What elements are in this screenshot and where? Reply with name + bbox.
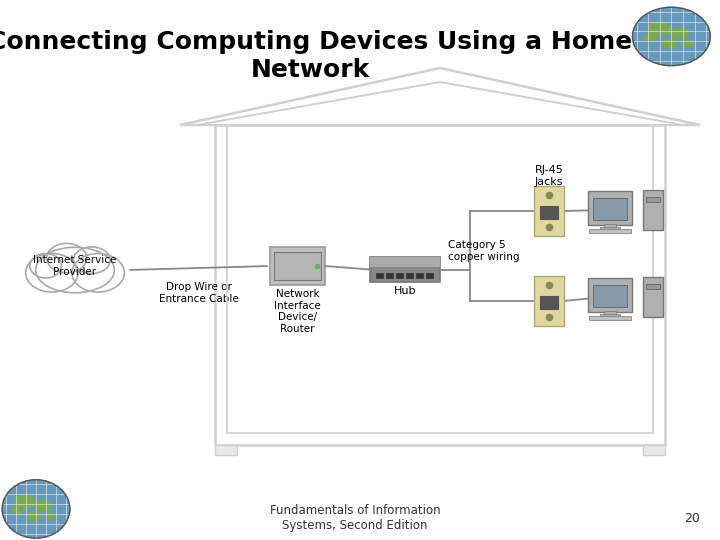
FancyBboxPatch shape [376, 273, 383, 278]
FancyBboxPatch shape [540, 296, 558, 309]
FancyBboxPatch shape [604, 311, 616, 315]
FancyBboxPatch shape [540, 206, 558, 219]
FancyBboxPatch shape [593, 285, 627, 307]
Ellipse shape [662, 39, 678, 48]
FancyBboxPatch shape [600, 314, 620, 317]
Ellipse shape [12, 507, 24, 514]
FancyBboxPatch shape [643, 190, 663, 230]
Ellipse shape [45, 514, 55, 519]
Text: Network
Interface
Device/
Router: Network Interface Device/ Router [274, 289, 321, 334]
FancyBboxPatch shape [370, 257, 440, 282]
Ellipse shape [682, 41, 694, 47]
FancyBboxPatch shape [416, 273, 423, 278]
Ellipse shape [26, 254, 78, 292]
FancyBboxPatch shape [589, 229, 631, 233]
FancyBboxPatch shape [270, 247, 325, 285]
FancyBboxPatch shape [646, 197, 660, 202]
FancyBboxPatch shape [643, 277, 663, 317]
Text: Drop Wire or
Entrance Cable: Drop Wire or Entrance Cable [159, 282, 238, 303]
FancyBboxPatch shape [588, 278, 632, 312]
Text: Connecting Computing Devices Using a Home
Network: Connecting Computing Devices Using a Hom… [0, 30, 632, 82]
FancyBboxPatch shape [588, 191, 632, 225]
FancyBboxPatch shape [426, 273, 433, 278]
Circle shape [2, 480, 70, 538]
Ellipse shape [35, 247, 114, 293]
Text: Fundamentals of Information
Systems, Second Edition: Fundamentals of Information Systems, Sec… [270, 504, 441, 532]
FancyBboxPatch shape [604, 224, 616, 228]
Ellipse shape [28, 512, 41, 521]
FancyBboxPatch shape [646, 284, 660, 289]
Ellipse shape [15, 495, 35, 508]
Polygon shape [197, 82, 683, 125]
FancyBboxPatch shape [396, 273, 403, 278]
FancyBboxPatch shape [215, 125, 665, 445]
Ellipse shape [72, 254, 125, 292]
Ellipse shape [647, 22, 670, 36]
FancyBboxPatch shape [534, 186, 564, 236]
Ellipse shape [670, 28, 689, 39]
Ellipse shape [644, 34, 657, 42]
FancyBboxPatch shape [593, 198, 627, 220]
FancyBboxPatch shape [589, 316, 631, 320]
Text: Hub: Hub [394, 286, 416, 296]
Ellipse shape [73, 247, 110, 273]
Polygon shape [180, 68, 700, 125]
Text: Category 5
copper wiring: Category 5 copper wiring [448, 240, 520, 262]
FancyBboxPatch shape [406, 273, 413, 278]
FancyBboxPatch shape [600, 227, 620, 230]
Text: Internet Service
Provider: Internet Service Provider [33, 255, 117, 277]
Ellipse shape [35, 500, 51, 511]
FancyBboxPatch shape [370, 257, 440, 267]
Text: 20: 20 [684, 511, 700, 524]
Circle shape [632, 7, 711, 66]
Ellipse shape [47, 244, 86, 273]
FancyBboxPatch shape [215, 445, 237, 455]
FancyBboxPatch shape [386, 273, 393, 278]
Text: RJ-45
Jacks: RJ-45 Jacks [535, 165, 563, 187]
FancyBboxPatch shape [274, 252, 321, 280]
Ellipse shape [30, 254, 61, 278]
FancyBboxPatch shape [643, 445, 665, 455]
FancyBboxPatch shape [534, 276, 564, 326]
